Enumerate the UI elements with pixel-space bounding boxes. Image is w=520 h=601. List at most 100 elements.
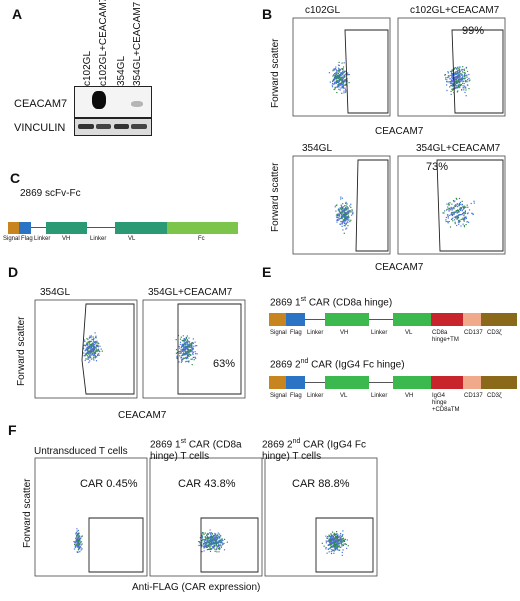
event-dot: [182, 353, 184, 355]
event-dot: [345, 217, 347, 219]
event-dot: [331, 531, 334, 533]
event-dot: [211, 532, 213, 534]
event-dot: [343, 92, 345, 94]
event-dot: [455, 87, 457, 89]
event-dot: [328, 541, 330, 543]
event-dot: [343, 539, 345, 541]
event-dot: [334, 74, 336, 76]
event-dot: [341, 540, 343, 542]
event-dot: [90, 346, 93, 348]
event-dot: [343, 221, 346, 223]
event-dot: [214, 536, 216, 538]
event-dot: [88, 342, 90, 344]
event-dot: [466, 221, 468, 223]
event-dot: [329, 81, 331, 83]
event-dot: [343, 543, 345, 545]
event-dot: [218, 533, 221, 535]
event-dot: [339, 214, 341, 216]
event-dot: [89, 346, 91, 348]
event-dot: [188, 361, 190, 363]
event-dot: [455, 87, 457, 89]
event-dot: [453, 212, 455, 214]
scfv-fc-construct: [8, 222, 238, 234]
event-dot: [341, 77, 343, 79]
car2-label-vl: VL: [340, 393, 348, 399]
event-dot: [456, 205, 458, 207]
event-dot: [78, 543, 80, 545]
event-dot: [332, 537, 334, 539]
event-dot: [468, 73, 470, 76]
event-dot: [80, 541, 82, 543]
event-dot: [88, 348, 90, 350]
event-dot: [452, 83, 454, 85]
event-dot: [328, 538, 330, 540]
event-dot: [329, 547, 331, 550]
event-dot: [344, 220, 346, 222]
event-dot: [467, 78, 469, 81]
event-dot: [468, 80, 470, 82]
car2-label-flag: Flag: [290, 393, 302, 399]
event-dot: [335, 548, 337, 550]
event-dot: [336, 543, 338, 545]
event-dot: [336, 71, 338, 74]
panel-d-plot2-label: 354GL+CEACAM7: [148, 287, 233, 298]
event-dot: [464, 211, 466, 213]
event-dot: [461, 69, 463, 71]
event-dot: [341, 225, 343, 227]
event-dot: [86, 342, 88, 344]
event-dot: [329, 544, 331, 546]
event-dot: [190, 354, 192, 356]
event-dot: [340, 82, 343, 84]
event-dot: [92, 349, 94, 351]
event-dot: [462, 75, 464, 77]
event-dot: [206, 534, 208, 536]
event-dot: [464, 206, 466, 208]
b-plot1-frame: [292, 17, 391, 117]
event-dot: [89, 341, 91, 343]
event-dot: [329, 535, 331, 537]
event-dot: [346, 203, 348, 205]
event-dot: [343, 75, 345, 77]
event-dot: [336, 219, 338, 221]
event-dot: [333, 79, 335, 81]
event-dot: [185, 343, 187, 345]
event-dot: [338, 76, 340, 78]
event-dot: [454, 221, 456, 223]
event-dot: [185, 346, 187, 348]
event-dot: [184, 354, 186, 356]
event-dot: [207, 544, 209, 546]
segment-cd3z: [481, 376, 517, 389]
event-dot: [208, 544, 210, 546]
event-dot: [339, 89, 341, 91]
event-dot: [340, 220, 342, 223]
event-dot: [332, 549, 335, 551]
event-dot: [89, 351, 91, 353]
segment-linker: [305, 382, 325, 383]
event-dot: [335, 547, 337, 549]
event-dot: [337, 537, 339, 539]
event-dot: [186, 342, 188, 344]
event-dot: [342, 544, 344, 547]
event-dot: [208, 548, 210, 550]
event-dot: [339, 541, 341, 543]
event-dot: [346, 74, 348, 76]
event-dot: [344, 217, 346, 219]
event-dot: [463, 75, 466, 77]
d-plot2-gate: [177, 303, 242, 395]
segment-label-fc: Fc: [198, 236, 205, 242]
event-dot: [465, 217, 467, 219]
event-dot: [345, 201, 347, 203]
event-dot: [345, 73, 347, 75]
event-dot: [218, 536, 221, 538]
event-dot: [336, 545, 338, 547]
event-dot: [79, 536, 81, 538]
event-dot: [452, 88, 454, 90]
event-dot: [336, 540, 338, 542]
f-plot2-frame: [149, 457, 263, 577]
event-dot: [341, 535, 343, 537]
event-dot: [185, 352, 187, 354]
event-dot: [451, 78, 453, 80]
event-dot: [462, 87, 464, 89]
event-dot: [344, 225, 346, 227]
event-dot: [341, 212, 343, 214]
